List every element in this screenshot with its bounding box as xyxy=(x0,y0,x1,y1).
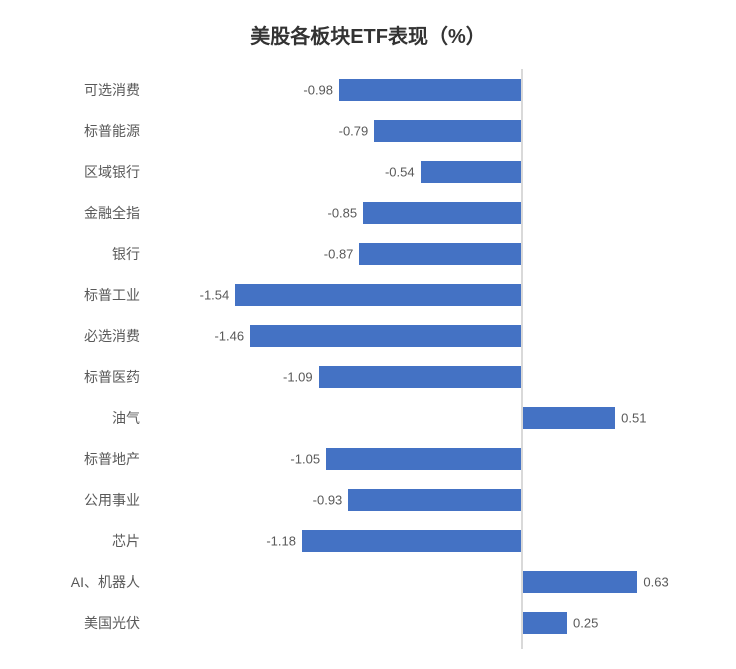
bar-row: 公用事业 -0.93 xyxy=(30,479,706,520)
value-label: -1.54 xyxy=(200,287,230,302)
bar-row: 油气 0.51 xyxy=(30,397,706,438)
category-label: 标普工业 xyxy=(30,285,150,305)
bar xyxy=(521,407,616,429)
bar-zone: -1.46 xyxy=(150,315,706,356)
bar xyxy=(235,284,520,306)
category-label: AI、机器人 xyxy=(30,572,150,592)
bar-row: 银行 -0.87 xyxy=(30,233,706,274)
bar-zone: 0.25 xyxy=(150,602,706,643)
value-label: -0.93 xyxy=(313,492,343,507)
zero-axis-line xyxy=(521,69,523,649)
category-label: 标普地产 xyxy=(30,449,150,469)
category-label: 必选消费 xyxy=(30,326,150,346)
category-label: 芯片 xyxy=(30,531,150,551)
bar xyxy=(319,366,521,388)
bar xyxy=(339,79,521,101)
bar-zone: -1.54 xyxy=(150,274,706,315)
bar-row: 可选消费 -0.98 xyxy=(30,69,706,110)
bar xyxy=(374,120,520,142)
value-label: -0.54 xyxy=(385,164,415,179)
value-label: -0.87 xyxy=(324,246,354,261)
bar-row: 必选消费 -1.46 xyxy=(30,315,706,356)
bar-zone: -1.05 xyxy=(150,438,706,479)
bar xyxy=(421,161,521,183)
value-label: -1.09 xyxy=(283,369,313,384)
bar-row: AI、机器人 0.63 xyxy=(30,561,706,602)
value-label: 0.63 xyxy=(643,574,668,589)
category-label: 区域银行 xyxy=(30,162,150,182)
bar-zone: -0.87 xyxy=(150,233,706,274)
category-label: 油气 xyxy=(30,408,150,428)
bar-zone: 0.63 xyxy=(150,561,706,602)
bar-row: 标普工业 -1.54 xyxy=(30,274,706,315)
bar-zone: -0.54 xyxy=(150,151,706,192)
bar xyxy=(363,202,521,224)
bar-zone: 0.51 xyxy=(150,397,706,438)
bar xyxy=(302,530,521,552)
chart-title: 美股各板块ETF表现（%） xyxy=(30,20,706,49)
bar xyxy=(359,243,520,265)
value-label: 0.25 xyxy=(573,615,598,630)
category-label: 银行 xyxy=(30,244,150,264)
value-label: -0.79 xyxy=(339,123,369,138)
bar-zone: -0.85 xyxy=(150,192,706,233)
value-label: -1.05 xyxy=(290,451,320,466)
bar-zone: -1.18 xyxy=(150,520,706,561)
category-label: 美国光伏 xyxy=(30,613,150,633)
category-label: 金融全指 xyxy=(30,203,150,223)
bar xyxy=(521,571,638,593)
category-label: 标普医药 xyxy=(30,367,150,387)
bar-row: 标普能源 -0.79 xyxy=(30,110,706,151)
bar-zone: -0.98 xyxy=(150,69,706,110)
bar-row: 芯片 -1.18 xyxy=(30,520,706,561)
bar-row: 金融全指 -0.85 xyxy=(30,192,706,233)
bar-zone: -0.93 xyxy=(150,479,706,520)
category-label: 可选消费 xyxy=(30,80,150,100)
plot-area: 可选消费 -0.98 标普能源 -0.79 区域银行 -0.54 金融全指 -0.85 银行 -0… xyxy=(30,69,706,649)
value-label: -1.18 xyxy=(266,533,296,548)
bar xyxy=(250,325,521,347)
bar xyxy=(326,448,521,470)
bar-zone: -0.79 xyxy=(150,110,706,151)
value-label: 0.51 xyxy=(621,410,646,425)
bar-row: 美国光伏 0.25 xyxy=(30,602,706,643)
bar xyxy=(348,489,520,511)
bar-zone: -1.09 xyxy=(150,356,706,397)
value-label: -0.85 xyxy=(327,205,357,220)
bar-row: 区域银行 -0.54 xyxy=(30,151,706,192)
value-label: -1.46 xyxy=(214,328,244,343)
value-label: -0.98 xyxy=(303,82,333,97)
category-label: 公用事业 xyxy=(30,490,150,510)
category-label: 标普能源 xyxy=(30,121,150,141)
bar-row: 标普地产 -1.05 xyxy=(30,438,706,479)
bar-row: 标普医药 -1.09 xyxy=(30,356,706,397)
bar xyxy=(521,612,567,634)
etf-sector-chart: 美股各板块ETF表现（%） 可选消费 -0.98 标普能源 -0.79 区域银行 -0.5… xyxy=(0,0,736,669)
